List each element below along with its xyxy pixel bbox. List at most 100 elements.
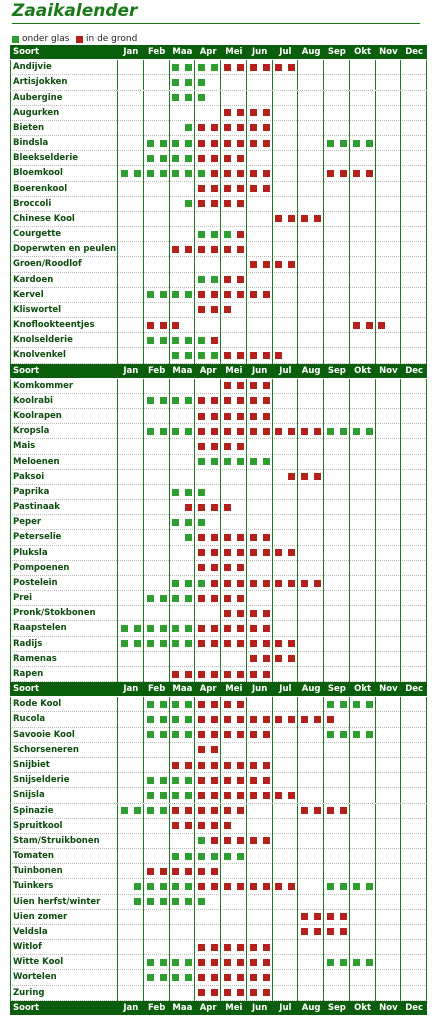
sow-in-ground bbox=[223, 109, 231, 117]
sow-under-glass bbox=[339, 731, 347, 739]
month-divider bbox=[297, 712, 299, 728]
sow-under-glass bbox=[172, 154, 180, 162]
month-divider bbox=[168, 575, 170, 592]
month-divider bbox=[426, 909, 427, 925]
month-divider bbox=[348, 879, 350, 895]
sow-in-ground bbox=[262, 716, 270, 724]
sow-in-ground bbox=[249, 63, 257, 71]
sow-under-glass bbox=[172, 958, 180, 966]
sow-under-glass bbox=[185, 534, 193, 542]
row-line bbox=[10, 954, 427, 956]
sow-in-ground bbox=[262, 731, 270, 739]
name-divider bbox=[10, 409, 11, 425]
sow-under-glass bbox=[146, 594, 154, 602]
month-divider bbox=[117, 60, 118, 76]
month-divider bbox=[117, 621, 118, 637]
name-cell: Paprika bbox=[13, 486, 50, 497]
month-divider bbox=[323, 484, 324, 501]
row-line bbox=[10, 635, 427, 637]
name-divider bbox=[10, 833, 11, 849]
month-divider bbox=[426, 196, 427, 212]
month-divider bbox=[374, 955, 376, 971]
row-line bbox=[10, 772, 427, 774]
month-divider bbox=[348, 924, 350, 941]
month-divider bbox=[426, 560, 427, 576]
sow-under-glass bbox=[146, 731, 154, 739]
month-divider bbox=[374, 879, 376, 895]
name-divider bbox=[10, 302, 11, 319]
month-divider bbox=[400, 211, 402, 228]
month-divider bbox=[400, 773, 402, 789]
sow-under-glass bbox=[172, 139, 180, 147]
month-divider bbox=[323, 833, 324, 849]
sow-in-ground bbox=[223, 670, 231, 678]
month-divider bbox=[245, 712, 247, 728]
sow-in-ground bbox=[236, 382, 244, 390]
month-divider bbox=[220, 75, 221, 91]
month-divider bbox=[220, 909, 221, 925]
sow-in-ground bbox=[236, 943, 244, 951]
month-divider bbox=[348, 378, 350, 394]
month-divider bbox=[194, 636, 196, 652]
month-divider bbox=[220, 849, 221, 865]
sow-in-ground bbox=[236, 594, 244, 602]
row-line bbox=[10, 104, 427, 106]
month-divider bbox=[142, 257, 144, 273]
sow-in-ground bbox=[198, 807, 206, 815]
sow-under-glass bbox=[198, 351, 206, 359]
name-cell: Peper bbox=[13, 517, 42, 528]
month-divider bbox=[245, 302, 247, 319]
sow-in-ground bbox=[223, 306, 231, 314]
header-cell: Maa bbox=[172, 684, 193, 695]
month-divider bbox=[426, 151, 427, 167]
month-divider bbox=[271, 424, 273, 440]
month-divider bbox=[400, 712, 402, 728]
month-divider bbox=[348, 712, 350, 728]
sow-in-ground bbox=[262, 655, 270, 663]
row-line bbox=[10, 408, 427, 410]
month-divider bbox=[168, 257, 170, 273]
name-cell: Mais bbox=[13, 441, 36, 452]
sow-in-ground bbox=[211, 185, 219, 193]
month-divider bbox=[245, 940, 247, 956]
month-divider bbox=[194, 424, 196, 440]
month-divider bbox=[142, 727, 144, 743]
row-line bbox=[10, 514, 427, 516]
month-divider bbox=[374, 211, 376, 228]
month-divider bbox=[168, 469, 170, 485]
sow-under-glass bbox=[146, 791, 154, 799]
legend-label: onder glas bbox=[22, 34, 70, 44]
month-divider bbox=[374, 424, 376, 440]
sow-in-ground bbox=[211, 245, 219, 253]
month-divider bbox=[220, 318, 221, 334]
sow-in-ground bbox=[301, 427, 309, 435]
sow-in-ground bbox=[236, 351, 244, 359]
sow-in-ground bbox=[301, 579, 309, 587]
month-divider bbox=[194, 803, 196, 819]
month-divider bbox=[245, 666, 247, 683]
sow-in-ground bbox=[249, 260, 257, 268]
month-divider bbox=[348, 136, 350, 152]
sow-in-ground bbox=[198, 776, 206, 784]
sow-under-glass bbox=[172, 397, 180, 405]
sow-under-glass bbox=[352, 731, 360, 739]
month-divider bbox=[117, 287, 118, 303]
sow-under-glass bbox=[198, 78, 206, 86]
name-divider bbox=[10, 454, 11, 470]
row-line bbox=[10, 180, 427, 182]
month-divider bbox=[400, 75, 402, 91]
month-divider bbox=[117, 788, 118, 804]
month-divider bbox=[426, 120, 427, 136]
sow-in-ground bbox=[211, 716, 219, 724]
name-cell: Spruitkool bbox=[13, 820, 63, 831]
sow-under-glass bbox=[159, 776, 167, 784]
sow-in-ground bbox=[236, 716, 244, 724]
month-divider bbox=[348, 651, 350, 667]
sow-in-ground bbox=[211, 200, 219, 208]
sow-in-ground bbox=[211, 731, 219, 739]
sow-in-ground bbox=[211, 124, 219, 132]
month-divider bbox=[323, 545, 324, 561]
month-divider bbox=[374, 439, 376, 455]
month-divider bbox=[297, 849, 299, 865]
month-divider bbox=[374, 105, 376, 121]
